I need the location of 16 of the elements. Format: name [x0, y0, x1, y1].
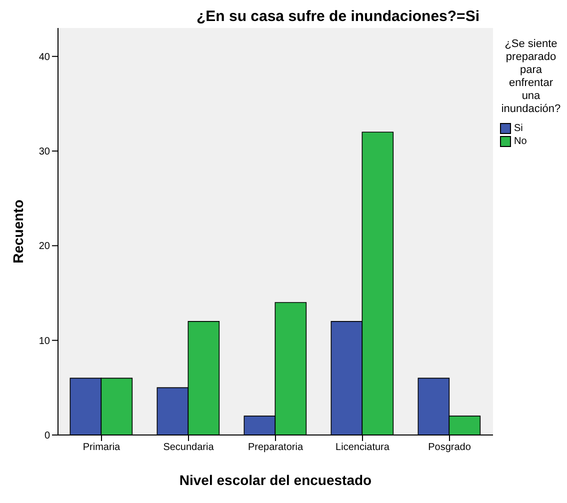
- legend-label: No: [514, 135, 527, 148]
- y-tick-label: 30: [38, 146, 50, 158]
- legend-label: Si: [514, 122, 523, 135]
- y-tick-label: 20: [38, 241, 50, 252]
- x-axis-title: Nivel escolar del encuestado: [179, 472, 372, 488]
- legend-title: ¿Se siente preparado para enfrentar una inundación?: [500, 38, 562, 116]
- y-axis-title: Recuento: [10, 200, 26, 264]
- x-tick-label: Posgrado: [428, 442, 472, 454]
- y-tick-label: 0: [44, 430, 50, 442]
- x-tick-label: Licenciatura: [336, 442, 390, 454]
- x-tick-label: Preparatoria: [248, 442, 304, 454]
- x-tick-label: Secundaria: [163, 442, 214, 454]
- y-tick-label: 10: [38, 336, 50, 347]
- y-tick-label: 40: [38, 52, 50, 63]
- x-tick-label: Primaria: [82, 442, 121, 454]
- chart-title: ¿En su casa sufre de inundaciones?=Si: [195, 8, 480, 26]
